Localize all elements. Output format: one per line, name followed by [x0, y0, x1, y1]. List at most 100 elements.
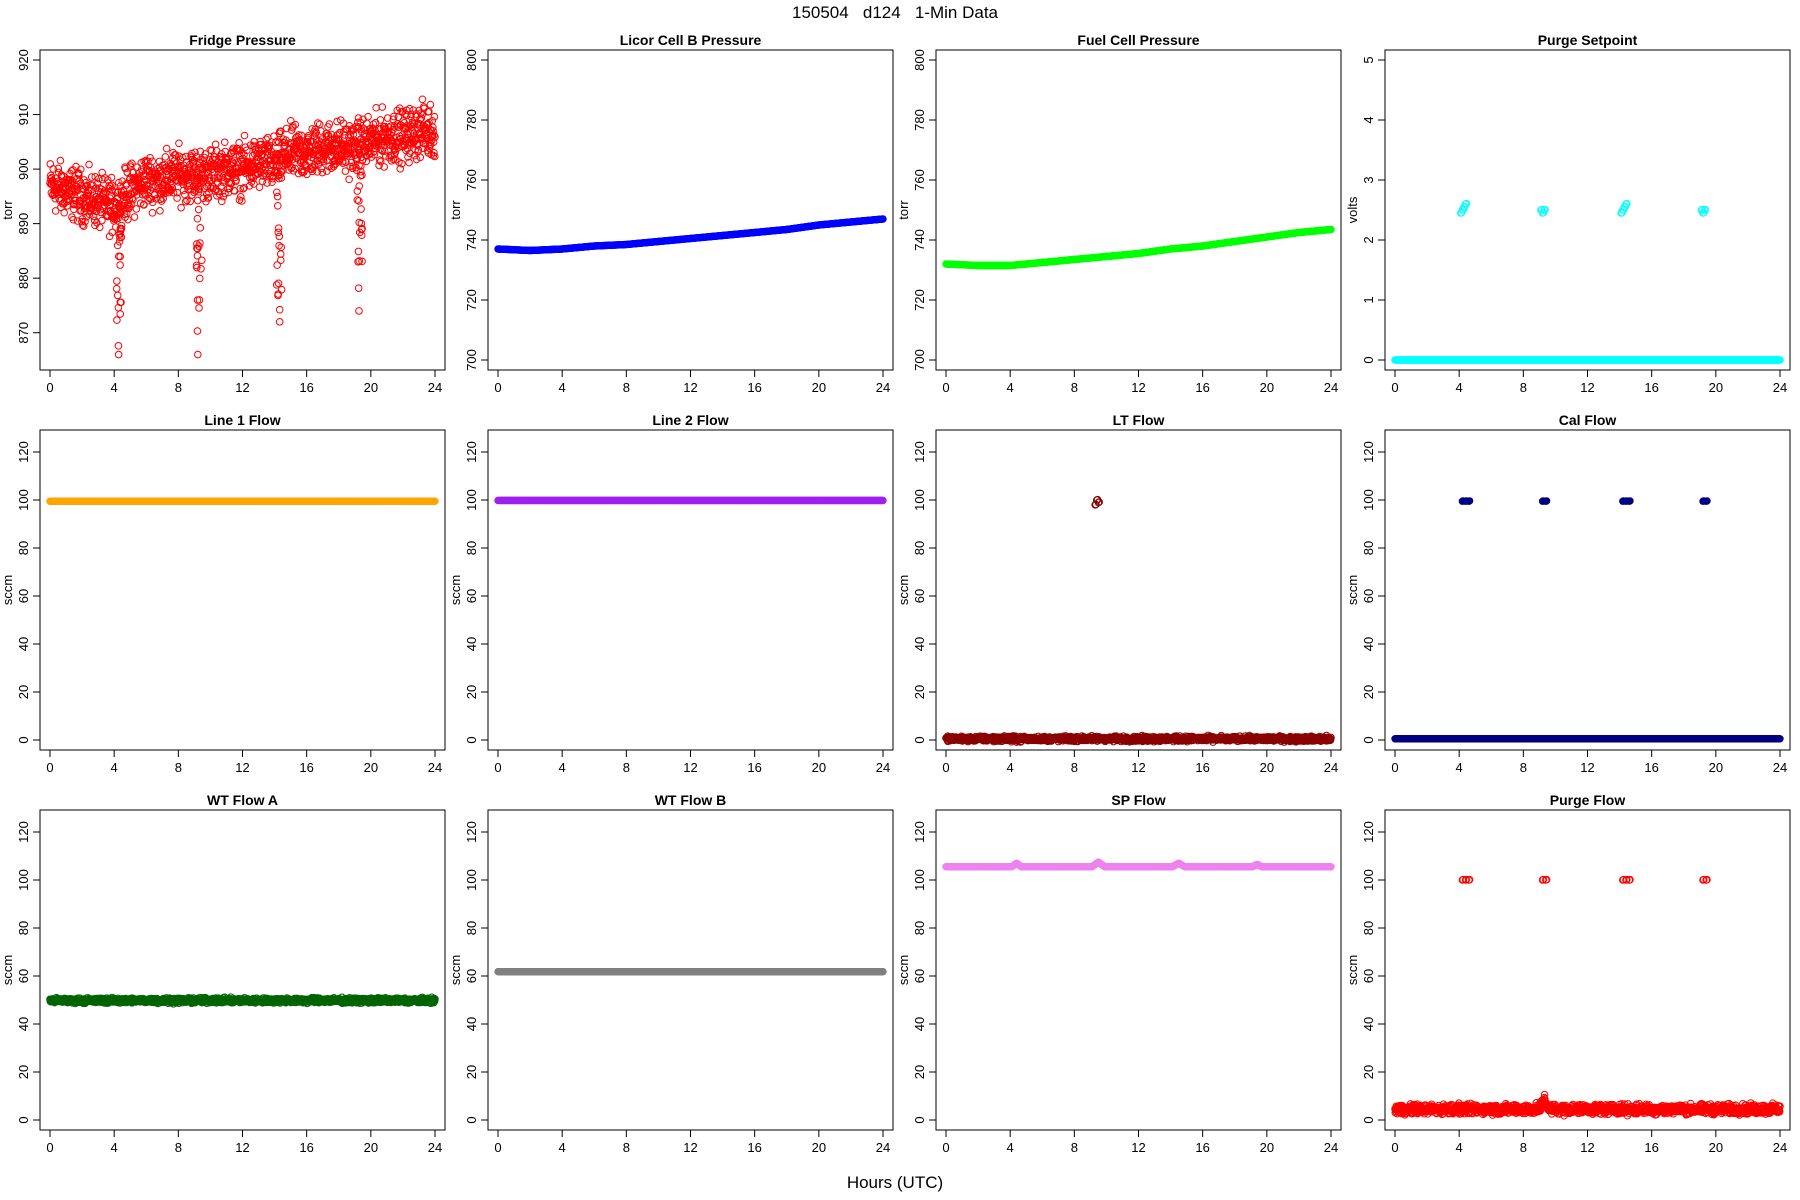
data-point: [105, 201, 114, 210]
data-point: [390, 112, 398, 121]
x-tick-label: 12: [235, 380, 249, 395]
data-point: [90, 216, 99, 225]
data-point: [205, 174, 213, 182]
data-point: [215, 190, 224, 199]
data-point: [173, 194, 181, 202]
data-point: [387, 156, 396, 165]
data-point: [124, 215, 132, 224]
dip-point: [275, 305, 284, 314]
data-point: [410, 119, 419, 128]
data-point: [263, 133, 272, 142]
event-point: [1462, 199, 1471, 208]
dip-point: [357, 225, 366, 234]
y-axis-label: volts: [1345, 196, 1360, 223]
data-point: [129, 196, 137, 204]
x-tick-label: 12: [683, 760, 697, 775]
y-tick-label: 120: [16, 441, 31, 463]
data-point: [236, 184, 245, 193]
y-tick-label: 5: [1361, 56, 1376, 63]
data-point: [429, 123, 437, 132]
dip-point: [274, 290, 282, 298]
x-tick-label: 4: [559, 760, 566, 775]
y-tick-label: 740: [464, 229, 479, 251]
data-point: [156, 207, 164, 215]
dip-point: [277, 285, 286, 294]
data-point: [380, 147, 389, 156]
data-point: [335, 128, 344, 137]
data-point: [87, 173, 96, 181]
data-point: [258, 177, 267, 186]
data-point: [312, 128, 321, 136]
data-point: [51, 207, 60, 215]
dip-point: [275, 241, 283, 250]
dip-point: [194, 350, 202, 359]
y-tick-label: 100: [16, 489, 31, 511]
data-point: [346, 145, 355, 154]
x-tick-label: 20: [812, 380, 826, 395]
data-point: [95, 174, 103, 183]
data-point: [430, 112, 439, 121]
data-point: [128, 168, 137, 177]
panel-title: Purge Setpoint: [1538, 32, 1638, 48]
y-tick-label: 700: [464, 349, 479, 371]
dip-point: [116, 230, 125, 238]
data-point: [169, 188, 178, 197]
data-point: [201, 150, 210, 158]
dip-point: [354, 284, 363, 292]
y-tick-label: 720: [912, 289, 927, 311]
data-point: [143, 186, 152, 194]
dip-point: [353, 154, 362, 163]
data-point: [222, 155, 231, 164]
data-point: [291, 120, 300, 129]
x-tick-label: 8: [1071, 380, 1078, 395]
plot-area: [1391, 199, 1784, 364]
x-tick-label: 16: [1195, 380, 1209, 395]
plot-frame: [487, 49, 894, 371]
data-point: [240, 183, 249, 192]
x-tick-label: 16: [1644, 380, 1658, 395]
plot-frame: [39, 49, 446, 371]
data-point: [172, 176, 181, 185]
x-tick-label: 0: [942, 380, 949, 395]
plot-area: [942, 225, 1335, 270]
data-point: [240, 131, 249, 140]
data-point: [60, 208, 68, 217]
dip-point: [113, 241, 122, 250]
data-point: [345, 175, 353, 184]
dip-point: [113, 316, 121, 324]
y-tick-label: 900: [16, 158, 31, 180]
data-point: [84, 192, 92, 200]
y-tick-label: 20: [16, 685, 31, 699]
data-point: [81, 217, 89, 226]
data-point: [280, 138, 289, 147]
data-point: [1327, 225, 1335, 234]
y-tick-label: 780: [912, 109, 927, 131]
x-tick-label: 8: [175, 380, 182, 395]
dip-point: [114, 350, 123, 359]
dip-point: [194, 205, 203, 214]
data-point: [315, 120, 324, 129]
data-point: [338, 142, 347, 151]
data-point: [239, 185, 247, 193]
x-tick-label: 16: [747, 380, 761, 395]
data-point: [236, 193, 245, 201]
data-point: [243, 146, 251, 155]
y-tick-label: 890: [16, 213, 31, 235]
data-point: [183, 196, 191, 205]
data-point: [263, 179, 271, 187]
data-point: [409, 106, 418, 114]
data-point: [204, 194, 213, 202]
data-point: [362, 157, 371, 166]
data-point: [159, 194, 167, 203]
data-point: [107, 173, 116, 182]
data-point: [398, 107, 407, 116]
data-point: [879, 215, 887, 223]
data-point: [83, 181, 92, 190]
x-tick-label: 8: [1520, 380, 1527, 395]
data-point: [95, 223, 104, 232]
y-tick-label: 60: [464, 589, 479, 603]
y-tick-label: 700: [912, 349, 927, 371]
